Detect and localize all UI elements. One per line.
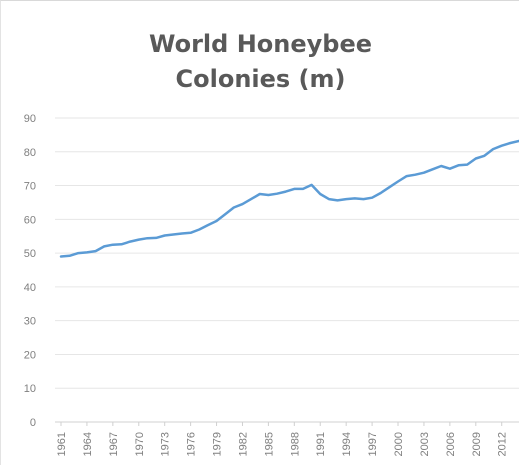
x-tick-label: 1970	[134, 432, 146, 456]
y-tick-label: 30	[24, 316, 36, 328]
x-tick-label: 2012	[497, 432, 509, 456]
x-tick-label: 2000	[393, 432, 405, 456]
x-tick-label: 1976	[186, 432, 198, 456]
x-tick-label: 1985	[263, 432, 275, 456]
y-tick-label: 20	[24, 349, 36, 361]
gridlines	[55, 117, 519, 423]
x-tick-label: 1997	[367, 432, 379, 456]
x-tick-label: 1961	[56, 432, 68, 456]
y-tick-label: 60	[24, 214, 36, 226]
axes	[60, 422, 503, 426]
chart-title: World Honeybee Colonies (m)	[1, 27, 519, 97]
series-group	[59, 139, 519, 258]
x-tick-label: 1988	[289, 432, 301, 456]
x-tick-label: 2003	[419, 432, 431, 456]
x-tick-label: 2009	[471, 432, 483, 456]
y-tick-label: 10	[24, 383, 36, 395]
y-tick-label: 90	[24, 113, 36, 125]
x-tick-label: 1979	[212, 432, 224, 456]
x-tick-label: 1991	[315, 432, 327, 456]
x-tick-label: 1964	[82, 432, 94, 456]
x-tick-label: 1994	[341, 432, 353, 456]
x-tick-label: 1967	[108, 432, 120, 456]
chart-title-line-1: World Honeybee	[148, 30, 373, 58]
y-tick-label: 0	[30, 417, 36, 429]
x-tick-label: 1982	[237, 432, 249, 456]
y-tick-label: 50	[24, 248, 36, 260]
y-tick-label: 40	[24, 282, 36, 294]
y-tick-label: 80	[24, 147, 36, 159]
x-tick-label: 1973	[160, 432, 172, 456]
y-axis-ticks: 0 10 20 30 40 50 60 70 80 90	[24, 113, 36, 429]
x-axis-ticks: 1961 1964 1967 1970 1973 1976 1979 1982 1985 1988…	[56, 432, 509, 456]
chart-title-line-2: Colonies (m)	[175, 65, 346, 93]
series-line-0	[59, 139, 519, 258]
y-tick-label: 70	[24, 181, 36, 193]
x-tick-label: 2006	[445, 432, 457, 456]
